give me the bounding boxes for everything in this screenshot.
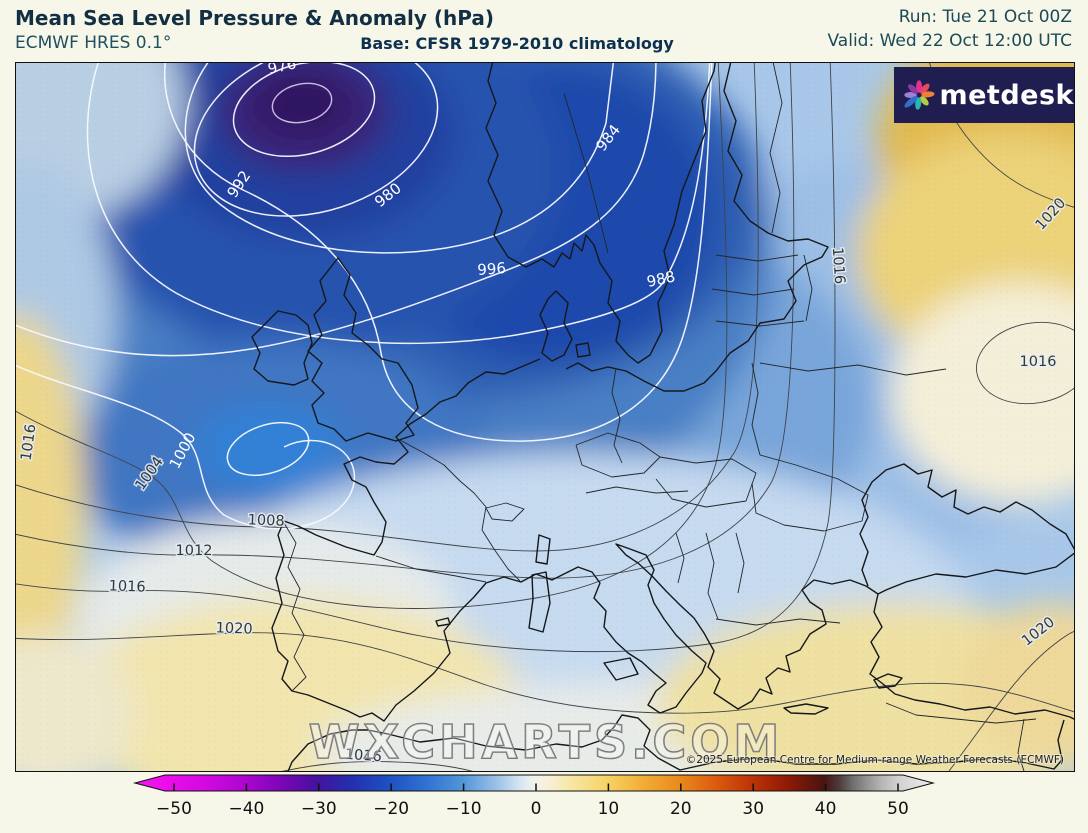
model-label: ECMWF HRES 0.1° <box>15 33 172 53</box>
colorbar-tick-label: 40 <box>815 799 837 819</box>
isobars-white <box>16 63 713 530</box>
contour-label: 1020 <box>215 620 252 637</box>
anomaly-colorbar: −50 −40 −30 −20 −10 0 10 20 30 40 50 <box>132 774 936 819</box>
header: Mean Sea Level Pressure & Anomaly (hPa) … <box>0 0 1088 62</box>
watermark: WXCHARTS.COM <box>309 715 783 769</box>
climatology-base-label: Base: CFSR 1979-2010 climatology <box>360 34 674 53</box>
page-title: Mean Sea Level Pressure & Anomaly (hPa) <box>15 6 495 30</box>
colorbar-gradient-bar <box>132 774 936 792</box>
colorbar-tick-label: −40 <box>228 799 264 819</box>
colorbar-tick-label: 50 <box>887 799 909 819</box>
colorbar-tick-label: −50 <box>156 799 192 819</box>
contour-label: 1008 <box>247 512 284 529</box>
valid-time-label: Valid: Wed 22 Oct 12:00 UTC <box>827 31 1073 51</box>
metdesk-logo-text: metdesk <box>939 79 1074 111</box>
colorbar-tick-label: −20 <box>373 799 409 819</box>
contour-label: 1012 <box>176 543 213 559</box>
colorbar-tick-label: 20 <box>670 799 692 819</box>
contour-label: 996 <box>477 259 507 279</box>
contour-label: 1016 <box>344 747 382 766</box>
map-canvas: 9769809849889929961000100410081012101610… <box>16 63 1074 771</box>
contour-label: 1016 <box>19 423 40 462</box>
contour-label: 1016 <box>1020 354 1057 370</box>
colorbar-ticks <box>173 783 899 791</box>
colorbar-tick-label: −30 <box>301 799 337 819</box>
contour-label: 988 <box>645 267 677 291</box>
anomaly-field <box>16 63 1074 771</box>
colorbar-tick-label: −10 <box>446 799 482 819</box>
colorbar-tick-labels: −50 −40 −30 −20 −10 0 10 20 30 40 50 <box>156 799 909 819</box>
metdesk-logo: metdesk <box>894 67 1074 123</box>
coastlines <box>251 63 1074 771</box>
metdesk-flower-icon <box>904 80 935 110</box>
colorbar-tick-label: 0 <box>531 799 542 819</box>
contour-label: 1016 <box>829 247 848 285</box>
country-borders <box>283 63 1037 771</box>
contour-label: 1016 <box>108 578 145 595</box>
colorbar-tick-label: 10 <box>598 799 620 819</box>
colorbar-tick-label: 30 <box>742 799 764 819</box>
copyright-text: ©2025 European Centre for Medium-range W… <box>686 754 1064 766</box>
weather-map: 976 980 984 988 992 996 1000 1004 1008 1012 1016 10… <box>15 62 1075 772</box>
run-time-label: Run: Tue 21 Oct 00Z <box>898 7 1072 27</box>
